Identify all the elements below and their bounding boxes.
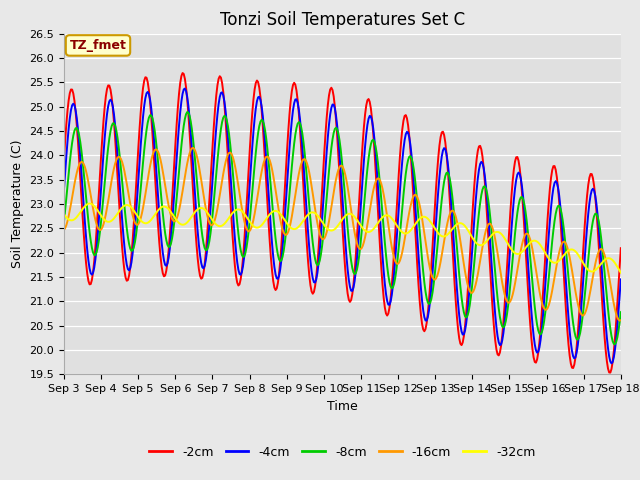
-4cm <box>617 276 625 282</box>
-32cm <box>399 230 407 236</box>
-2cm <box>617 245 625 251</box>
-4cm <box>234 267 242 273</box>
-8cm <box>373 150 381 156</box>
-32cm <box>617 270 625 276</box>
-4cm <box>296 116 304 122</box>
-16cm <box>399 243 407 249</box>
Text: TZ_fmet: TZ_fmet <box>70 39 127 52</box>
-2cm <box>567 360 575 366</box>
X-axis label: Time: Time <box>327 400 358 413</box>
-2cm <box>373 185 381 191</box>
-16cm <box>567 261 575 266</box>
-32cm <box>373 222 381 228</box>
-16cm <box>617 317 625 323</box>
-4cm <box>607 360 615 366</box>
-16cm <box>296 166 304 171</box>
Y-axis label: Soil Temperature (C): Soil Temperature (C) <box>11 140 24 268</box>
-8cm <box>617 309 625 315</box>
-2cm <box>296 126 304 132</box>
-8cm <box>60 219 68 225</box>
-2cm <box>179 70 186 76</box>
-2cm <box>234 283 242 288</box>
-4cm <box>181 85 189 91</box>
-4cm <box>567 339 575 345</box>
-2cm <box>470 182 478 188</box>
-8cm <box>611 341 619 347</box>
-32cm <box>567 247 575 252</box>
-32cm <box>470 238 478 243</box>
-4cm <box>60 186 68 192</box>
-2cm <box>607 370 614 375</box>
Title: Tonzi Soil Temperatures Set C: Tonzi Soil Temperatures Set C <box>220 11 465 29</box>
Legend: -2cm, -4cm, -8cm, -16cm, -32cm: -2cm, -4cm, -8cm, -16cm, -32cm <box>145 441 540 464</box>
Line: -32cm: -32cm <box>64 204 621 273</box>
-32cm <box>296 222 304 228</box>
-8cm <box>567 300 575 306</box>
-32cm <box>86 201 93 206</box>
-4cm <box>373 165 381 170</box>
-16cm <box>373 177 381 182</box>
-8cm <box>399 192 407 198</box>
-16cm <box>616 318 623 324</box>
-4cm <box>470 216 478 222</box>
-8cm <box>184 109 191 115</box>
Line: -8cm: -8cm <box>64 112 621 344</box>
-32cm <box>60 211 68 217</box>
-2cm <box>60 155 68 161</box>
-16cm <box>60 227 68 233</box>
Line: -2cm: -2cm <box>64 73 621 372</box>
Line: -4cm: -4cm <box>64 88 621 363</box>
-8cm <box>296 120 304 126</box>
-8cm <box>470 259 478 265</box>
Line: -16cm: -16cm <box>64 148 621 321</box>
-8cm <box>234 231 242 237</box>
-16cm <box>470 286 478 292</box>
-2cm <box>399 118 407 124</box>
-16cm <box>189 145 197 151</box>
-4cm <box>399 146 407 152</box>
-32cm <box>234 206 242 212</box>
-16cm <box>234 183 242 189</box>
